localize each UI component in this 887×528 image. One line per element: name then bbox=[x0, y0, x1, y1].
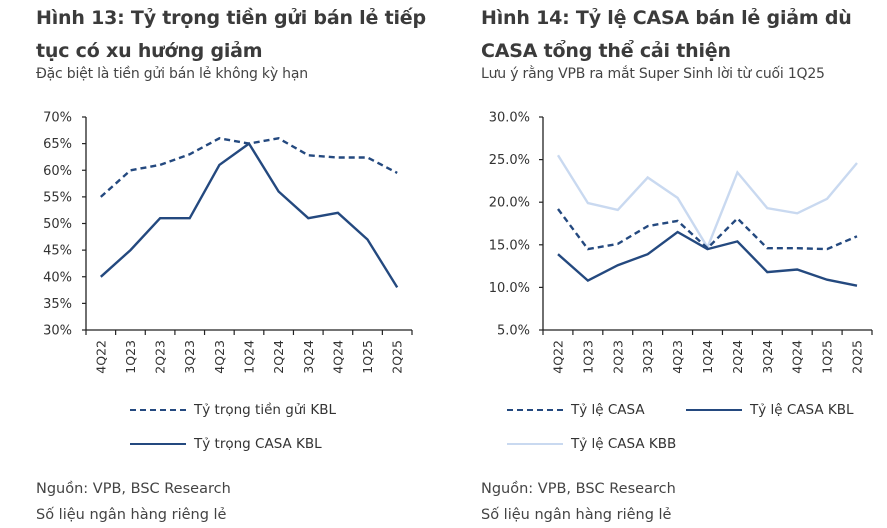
series-line-ty-le-casa bbox=[557, 208, 858, 251]
x-tick-label: 4Q23 bbox=[670, 340, 685, 374]
source-text: Nguồn: VPB, BSC Research bbox=[36, 481, 231, 497]
legend-item-casa-kbb: Tỷ lệ CASA KBB bbox=[507, 436, 676, 452]
x-tick-label: 3Q23 bbox=[182, 340, 197, 374]
legend-label: Tỷ lệ CASA KBB bbox=[571, 436, 677, 452]
series-line-ty-le-casa-kbb bbox=[556, 154, 858, 251]
figure-13-chart: 70% 65% 60% 55% 50% 45% 40% 35% 30% 4Q22 1Q23 2Q23 3… bbox=[43, 111, 413, 374]
x-tick-label: 3Q24 bbox=[301, 340, 316, 374]
legend-item-casa: Tỷ lệ CASA bbox=[507, 402, 645, 418]
x-tick-label: 1Q24 bbox=[700, 340, 715, 374]
figure-14-chart: 30.0% 25.0% 20.0% 15.0% 10.0% 5.0% 4Q22 1Q23 2Q2… bbox=[489, 111, 873, 374]
dashed-line-swatch-icon bbox=[130, 409, 186, 411]
x-tick-label: 4Q22 bbox=[550, 340, 565, 374]
y-tick-label: 30.0% bbox=[489, 111, 530, 126]
series-line-ty-trong-casa-kbl bbox=[99, 141, 399, 289]
y-tick-label: 20.0% bbox=[489, 196, 530, 211]
x-tick-label: 1Q25 bbox=[360, 340, 375, 374]
x-tick-label: 2Q24 bbox=[730, 340, 745, 374]
dashed-line-swatch-icon bbox=[507, 409, 563, 411]
y-tick-label: 40% bbox=[43, 270, 72, 285]
y-tick-label: 55% bbox=[43, 190, 72, 205]
source-text: Nguồn: VPB, BSC Research bbox=[481, 481, 676, 497]
x-tick-label: 3Q23 bbox=[640, 340, 655, 374]
figure-14-title: Hình 14: Tỷ lệ CASA bán lẻ giảm dù CASA … bbox=[481, 7, 852, 62]
legend-item-casa-kbl: Tỷ trọng CASA KBL bbox=[130, 436, 322, 452]
figure-13-source: Nguồn: VPB, BSC Research Số liệu ngân hà… bbox=[36, 476, 231, 528]
x-tick-label: 3Q24 bbox=[760, 340, 775, 374]
x-tick-label: 1Q23 bbox=[123, 340, 138, 374]
legend-item-deposit-kbl: Tỷ trọng tiền gửi KBL bbox=[130, 402, 336, 418]
x-tick-label: 2Q25 bbox=[390, 340, 405, 374]
note-text: Số liệu ngân hàng riêng lẻ bbox=[481, 507, 672, 523]
y-tick-label: 35% bbox=[43, 297, 72, 312]
light-line-swatch-icon bbox=[507, 443, 563, 445]
y-tick-label: 25.0% bbox=[489, 153, 530, 168]
note-text: Số liệu ngân hàng riêng lẻ bbox=[36, 507, 227, 523]
series-line-ty-le-casa-kbl bbox=[557, 230, 858, 287]
legend-label: Tỷ trọng tiền gửi KBL bbox=[194, 402, 337, 418]
y-tick-label: 45% bbox=[43, 244, 72, 259]
x-tick-label: 1Q25 bbox=[820, 340, 835, 374]
figure-14-subtitle: Lưu ý rằng VPB ra mắt Super Sinh lời từ … bbox=[481, 66, 825, 82]
legend-label: Tỷ lệ CASA bbox=[571, 402, 645, 418]
x-tick-label: 1Q23 bbox=[580, 340, 595, 374]
legend-item-casa-kbl: Tỷ lệ CASA KBL bbox=[686, 402, 854, 418]
series-line-ty-trong-tien-gui-kbl bbox=[99, 137, 398, 198]
x-tick-label: 4Q23 bbox=[212, 340, 227, 374]
y-tick-label: 60% bbox=[43, 164, 72, 179]
x-tick-label: 1Q24 bbox=[242, 340, 257, 374]
y-tick-label: 30% bbox=[43, 324, 72, 339]
y-tick-label: 50% bbox=[43, 217, 72, 232]
solid-line-swatch-icon bbox=[686, 409, 742, 411]
y-tick-label: 15.0% bbox=[489, 238, 530, 253]
figure-13-panel: Hình 13: Tỷ trọng tiền gửi bán lẻ tiếp t… bbox=[0, 0, 443, 525]
x-tick-label: 4Q24 bbox=[790, 340, 805, 374]
y-tick-label: 5.0% bbox=[497, 324, 530, 339]
solid-line-swatch-icon bbox=[130, 443, 186, 445]
x-tick-label: 2Q23 bbox=[153, 340, 168, 374]
legend-label: Tỷ trọng CASA KBL bbox=[194, 436, 322, 452]
figure-13-title: Hình 13: Tỷ trọng tiền gửi bán lẻ tiếp t… bbox=[36, 7, 426, 62]
x-tick-label: 4Q24 bbox=[330, 340, 345, 374]
x-tick-label: 4Q22 bbox=[93, 340, 108, 374]
x-tick-label: 2Q24 bbox=[271, 340, 286, 374]
x-tick-label: 2Q25 bbox=[850, 340, 865, 374]
y-tick-label: 65% bbox=[43, 137, 72, 152]
figure-14-panel: Hình 14: Tỷ lệ CASA bán lẻ giảm dù CASA … bbox=[443, 0, 886, 525]
figure-14-source: Nguồn: VPB, BSC Research Số liệu ngân hà… bbox=[481, 476, 676, 528]
y-tick-label: 10.0% bbox=[489, 281, 530, 296]
x-tick-label: 2Q23 bbox=[610, 340, 625, 374]
legend-label: Tỷ lệ CASA KBL bbox=[750, 402, 854, 418]
y-tick-label: 70% bbox=[43, 111, 72, 126]
figure-13-subtitle: Đặc biệt là tiền gửi bán lẻ không kỳ hạn bbox=[36, 66, 308, 82]
